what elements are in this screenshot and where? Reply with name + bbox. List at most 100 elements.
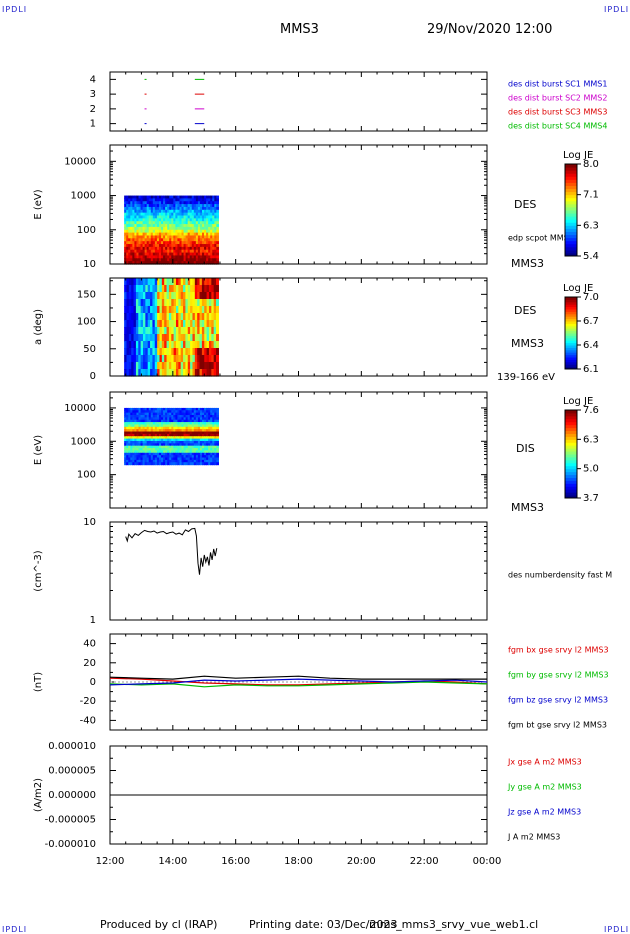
dis-energy-cell	[140, 431, 144, 435]
des-pitch-cell	[211, 327, 215, 335]
des-energy-cell	[132, 241, 135, 245]
dis-energy-cell	[171, 415, 174, 418]
des-energy-cell	[206, 261, 209, 265]
des-pitch-cell	[133, 362, 137, 370]
des-pitch-cell	[206, 334, 210, 342]
colorbar-cell	[565, 243, 577, 248]
dis-energy-cell	[124, 431, 127, 435]
dis-energy-cell	[128, 443, 131, 447]
des-pitch-cell	[204, 292, 208, 300]
dis-energy-cell	[183, 412, 187, 416]
dis-energy-cell	[138, 443, 142, 447]
des-energy-cell	[183, 261, 187, 265]
des-pitch-cell	[154, 355, 158, 363]
des-energy-cell	[216, 209, 219, 214]
dis-energy-cell	[185, 424, 189, 428]
dis-energy-cell	[132, 412, 135, 416]
dis-energy-cell	[212, 415, 215, 418]
des-pitch-cell	[206, 320, 210, 328]
des-energy-cell	[212, 241, 215, 245]
dis-energy-cell	[138, 410, 142, 414]
des-energy-cell	[197, 195, 201, 200]
dis-energy-cell	[216, 448, 219, 452]
des-energy-cell	[193, 206, 197, 211]
des-energy-cell	[214, 232, 217, 237]
des-energy-cell	[152, 249, 156, 254]
des-pitch-cell	[190, 306, 194, 314]
colorbar-tick-label-des-e: 8.0	[583, 159, 599, 170]
des-energy-cell	[179, 241, 183, 245]
des-energy-cell	[169, 229, 172, 234]
des-energy-cell	[144, 258, 148, 262]
dis-energy-cell	[144, 422, 148, 426]
des-pitch-cell	[197, 320, 201, 328]
dis-energy-cell	[179, 459, 183, 463]
dis-energy-cell	[206, 407, 209, 411]
des-energy-cell	[163, 238, 166, 242]
dis-energy-cell	[169, 424, 172, 428]
des-energy-cell	[199, 238, 203, 242]
dis-energy-cell	[124, 455, 127, 459]
des-pitch-cell	[126, 348, 130, 356]
colorbar-cell	[565, 164, 577, 168]
y-tick-label-dis-e: 10000	[64, 403, 96, 414]
dis-energy-cell	[212, 440, 215, 444]
des-pitch-cell	[128, 327, 132, 335]
des-energy-cell	[185, 195, 189, 200]
dis-energy-cell	[126, 410, 129, 414]
dis-energy-cell	[167, 459, 170, 463]
colorbar-cell	[565, 246, 577, 251]
colorbar-label-dis-e: Log JE	[563, 396, 593, 407]
des-energy-cell	[187, 204, 191, 208]
dis-energy-cell	[216, 459, 219, 463]
des-energy-cell	[208, 221, 211, 225]
dis-energy-cell	[136, 410, 140, 414]
des-pitch-cell	[150, 306, 154, 314]
des-energy-cell	[208, 255, 211, 259]
dis-energy-cell	[138, 412, 142, 416]
des-energy-cell	[187, 252, 191, 257]
des-energy-cell	[175, 229, 179, 234]
dis-energy-cell	[175, 426, 179, 430]
des-pitch-cell	[178, 299, 182, 307]
colorbar-cell	[565, 173, 577, 177]
des-pitch-cell	[154, 299, 158, 307]
dis-energy-cell	[212, 455, 215, 459]
des-energy-cell	[152, 232, 156, 237]
des-energy-cell	[208, 226, 211, 231]
des-energy-cell	[150, 226, 154, 231]
des-pitch-cell	[159, 313, 163, 321]
des-energy-cell	[156, 241, 160, 245]
dis-energy-cell	[189, 448, 193, 452]
dis-energy-cell	[158, 419, 162, 423]
corner-label-top-right: IPDLI	[604, 5, 630, 14]
dis-energy-cell	[128, 459, 131, 463]
des-energy-cell	[197, 258, 201, 262]
des-pitch-cell	[201, 306, 205, 314]
colorbar-tick-label-des-e: 7.1	[583, 190, 599, 201]
dis-energy-cell	[140, 452, 144, 456]
dis-energy-cell	[161, 455, 164, 459]
dis-energy-cell	[173, 422, 176, 426]
dis-energy-cell	[148, 443, 152, 447]
des-pitch-cell	[171, 285, 175, 293]
des-pitch-cell	[194, 355, 198, 363]
des-energy-cell	[134, 204, 138, 208]
des-energy-cell	[212, 209, 215, 214]
des-energy-cell	[130, 226, 133, 231]
des-energy-cell	[195, 209, 199, 214]
des-pitch-cell	[206, 278, 210, 286]
dis-energy-cell	[144, 440, 148, 444]
dis-energy-cell	[212, 448, 215, 452]
dis-energy-cell	[177, 422, 181, 426]
des-pitch-cell	[173, 348, 177, 356]
des-energy-cell	[177, 226, 181, 231]
des-pitch-cell	[194, 334, 198, 342]
colorbar-cell	[565, 191, 577, 196]
dis-energy-cell	[134, 455, 138, 459]
colorbar-cell	[565, 240, 577, 245]
des-pitch-cell	[192, 355, 196, 363]
dis-energy-cell	[193, 436, 197, 440]
dis-energy-cell	[161, 426, 164, 430]
des-pitch-cell	[142, 320, 146, 328]
